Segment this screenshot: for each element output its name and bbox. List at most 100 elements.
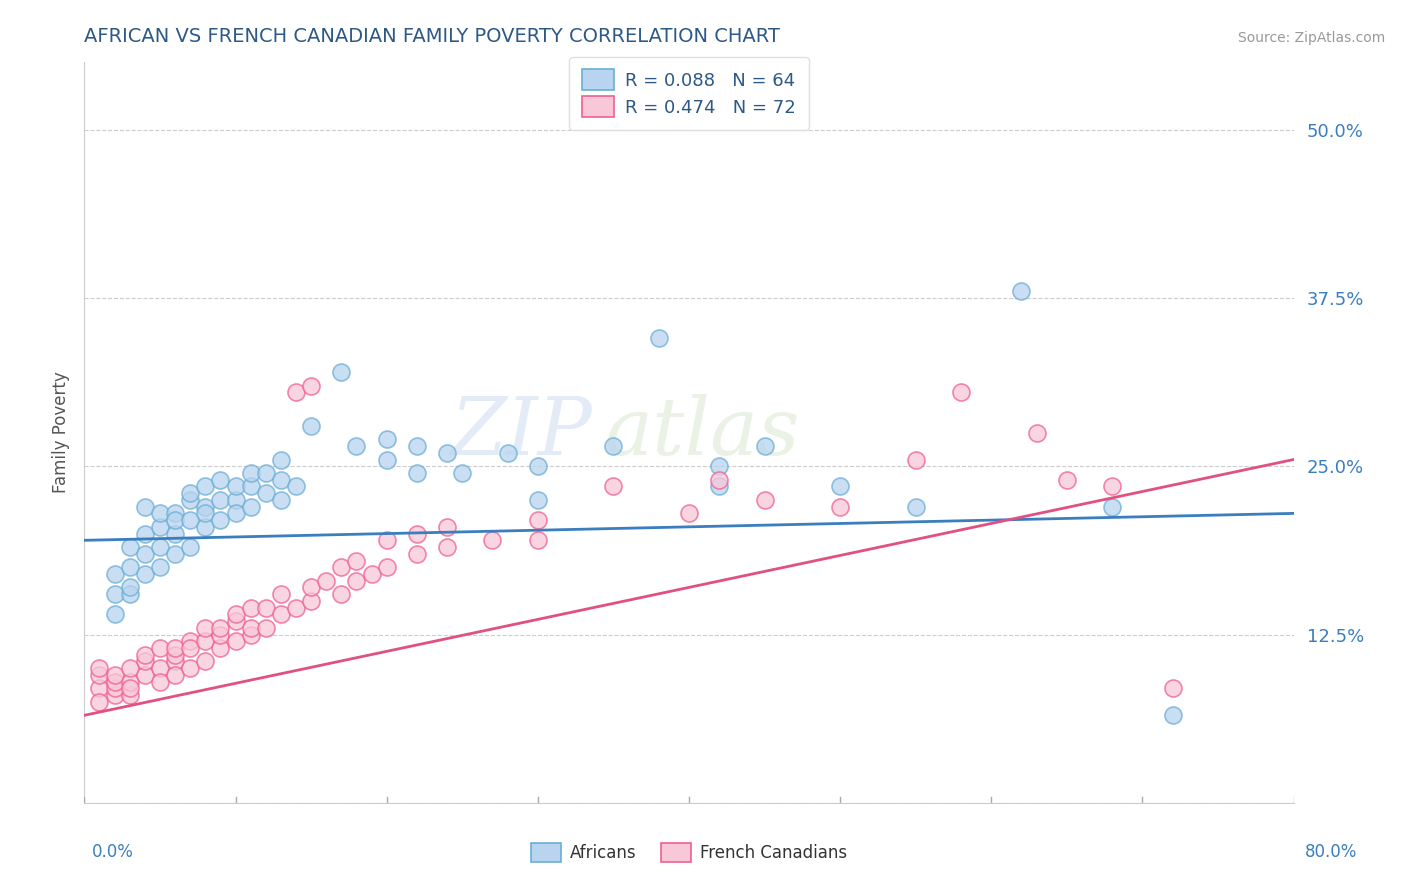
Point	[602, 479, 624, 493]
Point	[225, 634, 247, 648]
Point	[330, 560, 353, 574]
Point	[194, 520, 217, 534]
Point	[104, 681, 127, 696]
Point	[754, 439, 776, 453]
Point	[134, 648, 156, 662]
Point	[239, 627, 262, 641]
Point	[436, 446, 458, 460]
Point	[346, 574, 368, 588]
Point	[270, 473, 292, 487]
Point	[254, 600, 277, 615]
Point	[194, 655, 217, 669]
Point	[830, 500, 852, 514]
Point	[285, 385, 308, 400]
Point	[149, 674, 172, 689]
Text: AFRICAN VS FRENCH CANADIAN FAMILY POVERTY CORRELATION CHART: AFRICAN VS FRENCH CANADIAN FAMILY POVERT…	[84, 27, 780, 45]
Point	[527, 513, 550, 527]
Point	[254, 486, 277, 500]
Text: Source: ZipAtlas.com: Source: ZipAtlas.com	[1237, 31, 1385, 45]
Point	[648, 331, 671, 345]
Point	[209, 513, 232, 527]
Point	[149, 640, 172, 655]
Point	[1056, 473, 1078, 487]
Point	[299, 418, 322, 433]
Point	[104, 607, 127, 622]
Text: 0.0%: 0.0%	[91, 843, 134, 861]
Point	[225, 479, 247, 493]
Point	[375, 433, 398, 447]
Point	[830, 479, 852, 493]
Point	[375, 560, 398, 574]
Point	[254, 466, 277, 480]
Point	[1161, 681, 1184, 696]
Point	[149, 560, 172, 574]
Point	[118, 540, 141, 554]
Point	[225, 492, 247, 507]
Point	[436, 520, 458, 534]
Point	[436, 540, 458, 554]
Point	[270, 492, 292, 507]
Point	[678, 507, 700, 521]
Point	[134, 668, 156, 682]
Point	[134, 547, 156, 561]
Point	[209, 640, 232, 655]
Point	[299, 581, 322, 595]
Point	[149, 507, 172, 521]
Point	[165, 655, 187, 669]
Point	[209, 492, 232, 507]
Point	[239, 500, 262, 514]
Point	[134, 500, 156, 514]
Point	[270, 587, 292, 601]
Point	[254, 621, 277, 635]
Point	[179, 634, 201, 648]
Point	[89, 681, 111, 696]
Point	[104, 674, 127, 689]
Point	[104, 566, 127, 581]
Point	[134, 526, 156, 541]
Point	[179, 513, 201, 527]
Point	[194, 621, 217, 635]
Point	[179, 540, 201, 554]
Point	[709, 459, 731, 474]
Point	[149, 661, 172, 675]
Point	[1101, 500, 1123, 514]
Point	[118, 560, 141, 574]
Point	[209, 627, 232, 641]
Point	[194, 507, 217, 521]
Point	[451, 466, 474, 480]
Point	[527, 492, 550, 507]
Point	[1011, 285, 1033, 299]
Point	[239, 479, 262, 493]
Point	[118, 681, 141, 696]
Point	[527, 533, 550, 548]
Point	[270, 607, 292, 622]
Point	[209, 473, 232, 487]
Point	[375, 452, 398, 467]
Point	[1025, 425, 1047, 440]
Point	[209, 621, 232, 635]
Point	[134, 655, 156, 669]
Text: atlas: atlas	[605, 394, 800, 471]
Point	[346, 553, 368, 567]
Point	[602, 439, 624, 453]
Point	[165, 513, 187, 527]
Point	[118, 674, 141, 689]
Point	[299, 378, 322, 392]
Point	[165, 507, 187, 521]
Point	[165, 526, 187, 541]
Point	[270, 452, 292, 467]
Point	[225, 614, 247, 628]
Point	[104, 688, 127, 702]
Y-axis label: Family Poverty: Family Poverty	[52, 372, 70, 493]
Point	[527, 459, 550, 474]
Point	[89, 668, 111, 682]
Point	[406, 439, 429, 453]
Point	[134, 566, 156, 581]
Point	[285, 600, 308, 615]
Point	[709, 479, 731, 493]
Point	[118, 587, 141, 601]
Point	[118, 661, 141, 675]
Point	[165, 547, 187, 561]
Point	[118, 688, 141, 702]
Point	[104, 587, 127, 601]
